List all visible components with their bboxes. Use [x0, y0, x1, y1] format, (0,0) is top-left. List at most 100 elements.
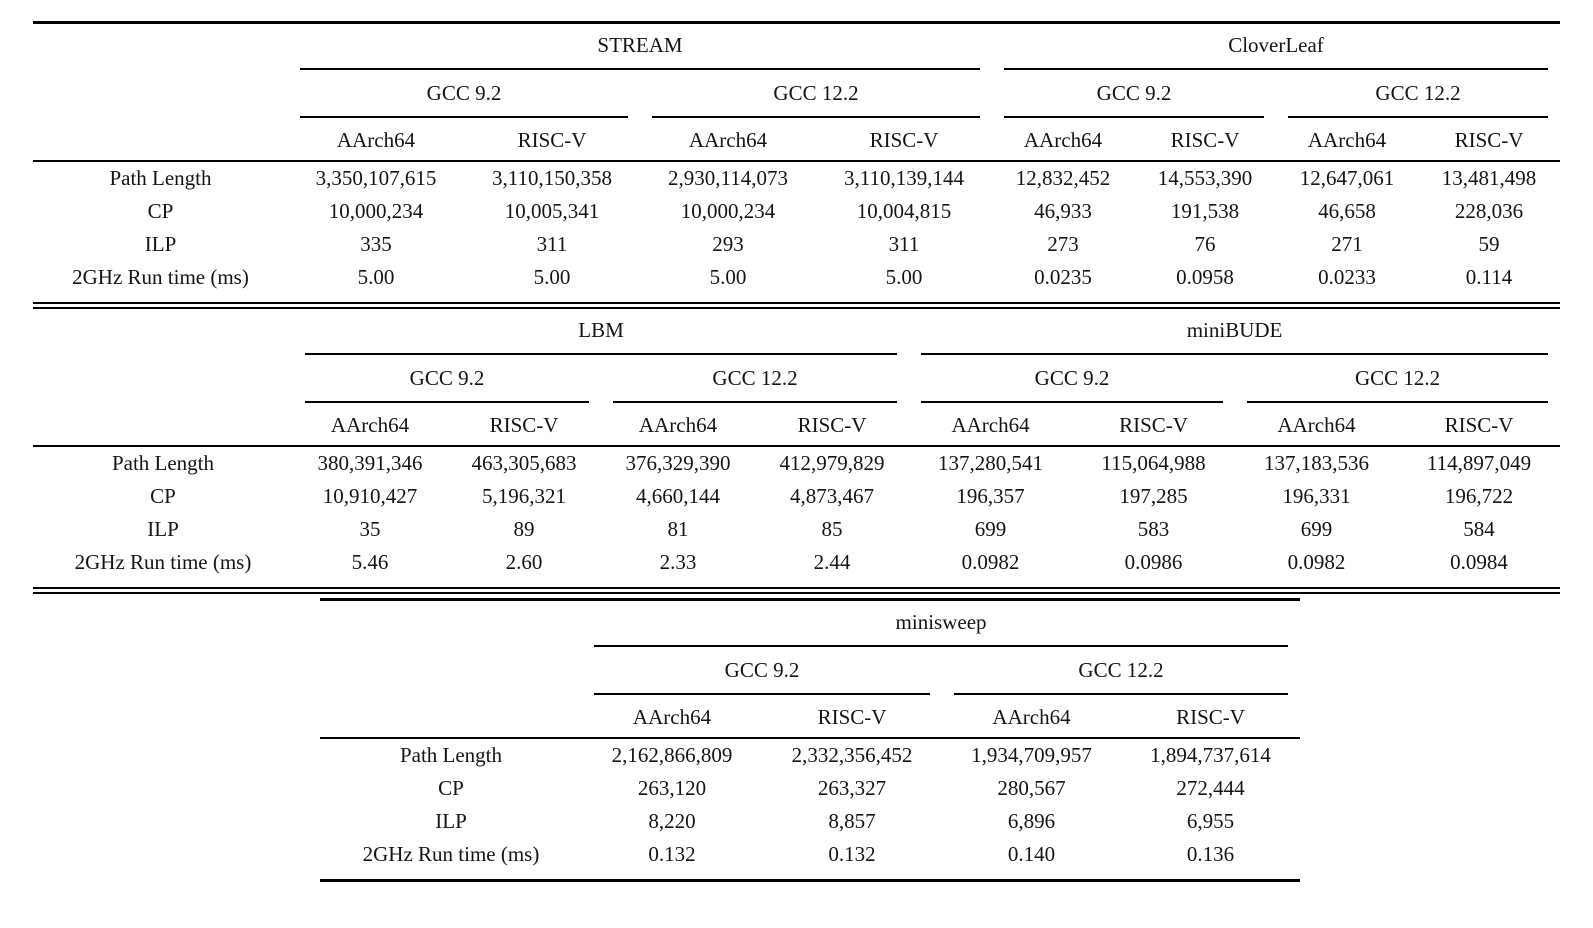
value-cell: 311 [888, 232, 920, 256]
value-cell: 5,196,321 [482, 484, 566, 508]
value-cell: 0.0982 [961, 550, 1020, 574]
value-cell: 2,930,114,073 [640, 160, 816, 195]
value-cell: 115,064,988 [1072, 445, 1236, 480]
cmidrule [305, 353, 898, 355]
row-label: CP [438, 776, 464, 800]
value-cell: 10,005,341 [504, 199, 600, 223]
cmidrule [594, 645, 1289, 647]
value-cell: 137,183,536 [1235, 445, 1399, 480]
value-cell: 0.0233 [1318, 265, 1376, 289]
arch-header: AArch64 [992, 704, 1071, 729]
cmidrule [1004, 68, 1548, 70]
cmidrule [305, 401, 589, 403]
value-cell: 196,331 [1282, 484, 1351, 508]
value-cell: 85 [821, 517, 843, 541]
value-cell: 412,979,829 [755, 445, 910, 480]
value-cell: 2.33 [659, 550, 697, 574]
value-cell: 463,305,683 [447, 445, 601, 480]
group-header-lbm: LBM [578, 317, 624, 342]
arch-header: RISC-V [517, 127, 587, 152]
corner-cell [33, 72, 288, 114]
compiler-header: GCC 9.2 [1096, 80, 1172, 105]
value-cell: 35 [359, 517, 381, 541]
arch-header-row: AArch64 RISC-V AArch64 RISC-V [320, 697, 1300, 738]
table-row-cp: CP 10,910,427 5,196,321 4,660,144 4,873,… [33, 480, 1560, 513]
value-cell: 699 [1300, 517, 1333, 541]
table-row-ilp: ILP 8,220 8,857 6,896 6,955 [320, 805, 1300, 838]
cmidrule [1247, 401, 1549, 403]
row-label: CP [147, 199, 174, 223]
value-cell: 5.00 [357, 265, 395, 289]
row-label: ILP [147, 517, 179, 541]
compiler-header-row: GCC 9.2 GCC 12.2 [320, 649, 1300, 691]
value-cell: 5.46 [351, 550, 389, 574]
value-cell: 191,538 [1170, 199, 1240, 223]
value-cell: 228,036 [1454, 199, 1524, 223]
compiler-header: GCC 12.2 [1078, 657, 1164, 682]
value-cell: 8,857 [828, 809, 876, 833]
value-cell: 0.132 [828, 842, 876, 866]
row-label: 2GHz Run time (ms) [72, 265, 249, 289]
value-cell: 14,553,390 [1134, 160, 1276, 195]
value-cell: 89 [513, 517, 535, 541]
corner-cell [320, 697, 582, 738]
compiler-header: GCC 9.2 [426, 80, 502, 105]
value-cell: 197,285 [1119, 484, 1188, 508]
value-cell: 2.60 [505, 550, 543, 574]
benchmark-table-minisweep: minisweep GCC 9.2 GCC 12.2 AArch64 RISC-… [320, 598, 1301, 882]
group-header-row: STREAM CloverLeaf [33, 23, 1560, 67]
value-cell: 0.0982 [1287, 550, 1346, 574]
group-header-row: LBM miniBUDE [33, 309, 1560, 351]
value-cell: 0.0958 [1176, 265, 1234, 289]
value-cell: 13,481,498 [1418, 160, 1560, 195]
arch-header-row: AArch64 RISC-V AArch64 RISC-V AArch64 RI… [33, 405, 1560, 446]
value-cell: 137,280,541 [909, 445, 1073, 480]
cmidrule [613, 401, 898, 403]
value-cell: 271 [1331, 232, 1363, 256]
compiler-header-row: GCC 9.2 GCC 12.2 GCC 9.2 GCC 12.2 [33, 72, 1560, 114]
corner-cell [33, 309, 293, 351]
value-cell: 0.132 [648, 842, 696, 866]
value-cell: 4,873,467 [790, 484, 874, 508]
corner-cell [320, 600, 582, 644]
table-row-path-length: Path Length 2,162,866,809 2,332,356,452 … [320, 737, 1301, 772]
value-cell: 311 [536, 232, 568, 256]
group-header-row: minisweep [320, 600, 1300, 644]
compiler-header: GCC 9.2 [724, 657, 800, 682]
value-cell: 335 [360, 232, 392, 256]
compiler-header: GCC 12.2 [712, 365, 798, 390]
value-cell: 6,896 [1007, 809, 1056, 833]
group-header-cloverleaf: CloverLeaf [1228, 32, 1324, 57]
cmidrule [300, 68, 980, 70]
cmidrule [921, 353, 1549, 355]
value-cell: 6,955 [1186, 809, 1235, 833]
group-rule-row [320, 643, 1300, 649]
value-cell: 380,391,346 [293, 445, 447, 480]
arch-header: RISC-V [869, 127, 939, 152]
arch-header: AArch64 [632, 704, 712, 729]
value-cell: 699 [974, 517, 1007, 541]
cmidrule [300, 116, 628, 118]
value-cell: 584 [1463, 517, 1495, 541]
value-cell: 5.00 [885, 265, 923, 289]
compiler-header: GCC 9.2 [409, 365, 485, 390]
compiler-rule-row [33, 399, 1560, 405]
row-label: 2GHz Run time (ms) [74, 550, 252, 574]
table-row-runtime: 2GHz Run time (ms) 5.46 2.60 2.33 2.44 0… [33, 546, 1560, 591]
arch-header: RISC-V [1444, 412, 1514, 437]
row-label: CP [150, 484, 176, 508]
arch-header: AArch64 [688, 127, 768, 152]
value-cell: 10,000,234 [328, 199, 424, 223]
value-cell: 273 [1047, 232, 1079, 256]
row-label: 2GHz Run time (ms) [362, 842, 540, 866]
value-cell: 0.136 [1186, 842, 1235, 866]
value-cell: 5.00 [709, 265, 747, 289]
row-label: ILP [144, 232, 177, 256]
cmidrule [921, 401, 1224, 403]
arch-header: RISC-V [817, 704, 887, 729]
table-row-runtime: 2GHz Run time (ms) 5.00 5.00 5.00 5.00 0… [33, 261, 1560, 306]
value-cell: 10,910,427 [322, 484, 418, 508]
arch-header: AArch64 [1277, 412, 1356, 437]
value-cell: 196,722 [1444, 484, 1514, 508]
value-cell: 3,110,139,144 [816, 160, 992, 195]
